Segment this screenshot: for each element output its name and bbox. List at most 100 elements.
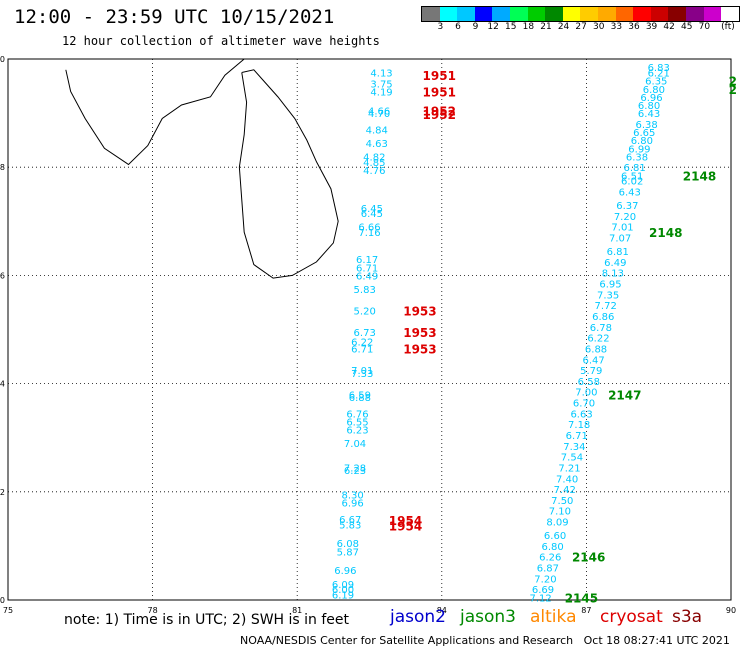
colorbar-swatch <box>422 7 440 21</box>
x-tick-label: 81 <box>292 606 302 615</box>
data-point-cryosat: 6.76 <box>346 409 368 420</box>
colorbar-swatch <box>457 7 475 21</box>
x-tick-label: 87 <box>581 606 591 615</box>
data-point-cryosat: 7.01 <box>351 366 373 377</box>
data-point-jason3: 7.21 <box>558 463 580 474</box>
data-point-jason3: 6.37 <box>616 201 638 212</box>
time-label: 2145 <box>565 591 598 605</box>
time-label: 1951 <box>423 69 456 83</box>
colorbar-label: 70 <box>698 22 711 32</box>
data-point-jason3: 6.38 <box>636 120 658 131</box>
y-tick-label: 8 <box>0 163 5 172</box>
colorbar-swatch <box>633 7 651 21</box>
footer-text: NOAA/NESDIS Center for Satellite Applica… <box>240 634 730 647</box>
colorbar-swatch <box>492 7 510 21</box>
legend-item-cryosat: cryosat <box>600 607 663 627</box>
data-point-cryosat: 4.19 <box>370 87 392 98</box>
data-point-cryosat: 8.30 <box>341 491 363 502</box>
data-point-cryosat: 6.66 <box>358 223 380 234</box>
data-point-cryosat: 6.00 <box>332 585 354 596</box>
data-point-jason3: 6.80 <box>638 101 660 112</box>
data-point-jason3: 6.22 <box>587 334 609 345</box>
data-point-cryosat: 6.23 <box>344 466 366 477</box>
data-point-jason3: 6.86 <box>592 312 614 323</box>
data-point-cryosat: 6.08 <box>337 539 359 550</box>
colorbar-swatch <box>474 7 493 21</box>
data-point-jason3: 7.18 <box>568 420 590 431</box>
colorbar-swatch <box>527 7 546 21</box>
data-point-jason3: 6.70 <box>573 399 595 410</box>
data-point-cryosat: 6.17 <box>356 255 378 266</box>
data-point-jason3: 6.63 <box>570 409 592 420</box>
colorbar-label: 42 <box>663 22 675 32</box>
data-point-jason3: 6.88 <box>585 344 607 355</box>
x-tick-label: 90 <box>726 606 736 615</box>
data-point-cryosat: 5.83 <box>354 285 376 296</box>
data-point-cryosat: 6.71 <box>356 263 378 274</box>
data-point-cryosat: 7.33 <box>351 369 373 380</box>
data-point-cryosat: 6.49 <box>356 271 378 282</box>
colorbar-label: 33 <box>610 22 623 32</box>
colorbar-label: 27 <box>575 22 587 32</box>
colorbar-swatch <box>668 7 686 21</box>
colorbar-label: 39 <box>645 22 658 32</box>
time-label: 2148 <box>649 226 682 240</box>
data-point-jason3: 6.65 <box>633 128 655 139</box>
page-title: 12:00 - 23:59 UTC 10/15/2021 <box>14 6 335 28</box>
data-point-jason3: 7.07 <box>609 234 631 245</box>
data-point-jason3: 7.34 <box>563 442 585 453</box>
data-point-cryosat: 6.22 <box>351 337 373 348</box>
data-point-cryosat: 6.59 <box>349 390 371 401</box>
time-label: 2148 <box>683 169 716 183</box>
colorbar-swatch <box>738 7 740 21</box>
colorbar-label: (ft) <box>721 22 735 32</box>
data-point-jason3: 6.58 <box>578 377 600 388</box>
data-point-jason3: 7.20 <box>614 212 636 223</box>
data-point-jason3: 6.99 <box>628 144 650 155</box>
time-label: 2146 <box>572 551 605 565</box>
data-point-cryosat: 3.75 <box>370 79 392 90</box>
data-point-jason3: 7.00 <box>575 388 597 399</box>
time-label: 1954 <box>389 514 422 528</box>
page-subtitle: 12 hour collection of altimeter wave hei… <box>62 34 380 48</box>
x-tick-label: 84 <box>437 606 447 615</box>
data-point-jason3: 6.80 <box>643 85 665 96</box>
colorbar-label: 45 <box>681 22 693 32</box>
data-point-cryosat: 6.67 <box>339 515 361 526</box>
data-point-jason3: 8.09 <box>546 518 568 529</box>
time-label: 2147 <box>608 388 641 402</box>
data-point-cryosat: 4.66 <box>368 106 390 117</box>
data-point-cryosat: 6.09 <box>332 580 354 591</box>
data-point-jason3: 8.13 <box>602 269 624 280</box>
colorbar-label: 3 <box>437 22 444 32</box>
data-point-jason3: 6.43 <box>638 109 660 120</box>
coastline-india <box>65 58 245 166</box>
plot-frame <box>7 58 732 601</box>
data-point-jason3: 7.54 <box>561 453 583 464</box>
data-point-cryosat: 4.70 <box>368 109 390 120</box>
time-label: 1953 <box>403 305 436 319</box>
data-point-jason3: 6.47 <box>582 355 604 366</box>
colorbar-swatch <box>545 7 563 21</box>
data-point-jason3: 6.71 <box>566 431 588 442</box>
data-point-jason3: 6.87 <box>537 564 559 575</box>
data-point-cryosat: 5.87 <box>337 547 359 558</box>
data-point-jason3: 6.69 <box>532 585 554 596</box>
colorbar-swatch <box>615 7 634 21</box>
data-point-jason3: 6.80 <box>542 542 564 553</box>
time-label: 1954 <box>389 519 422 533</box>
legend-item-jason2: jason2 <box>390 607 446 627</box>
colorbar-label: 21 <box>540 22 552 32</box>
x-tick-label: 78 <box>148 606 158 615</box>
time-label: 2 <box>729 75 737 89</box>
y-tick-label: 6 <box>0 271 5 280</box>
data-point-cryosat: 4.84 <box>366 125 388 136</box>
legend-item-jason3: jason3 <box>460 607 516 627</box>
data-point-jason3: 6.78 <box>590 323 612 334</box>
colorbar-swatch <box>562 7 581 21</box>
data-point-cryosat: 4.13 <box>370 69 392 80</box>
data-point-jason3: 6.96 <box>640 93 662 104</box>
colorbar-label: 36 <box>628 22 640 32</box>
